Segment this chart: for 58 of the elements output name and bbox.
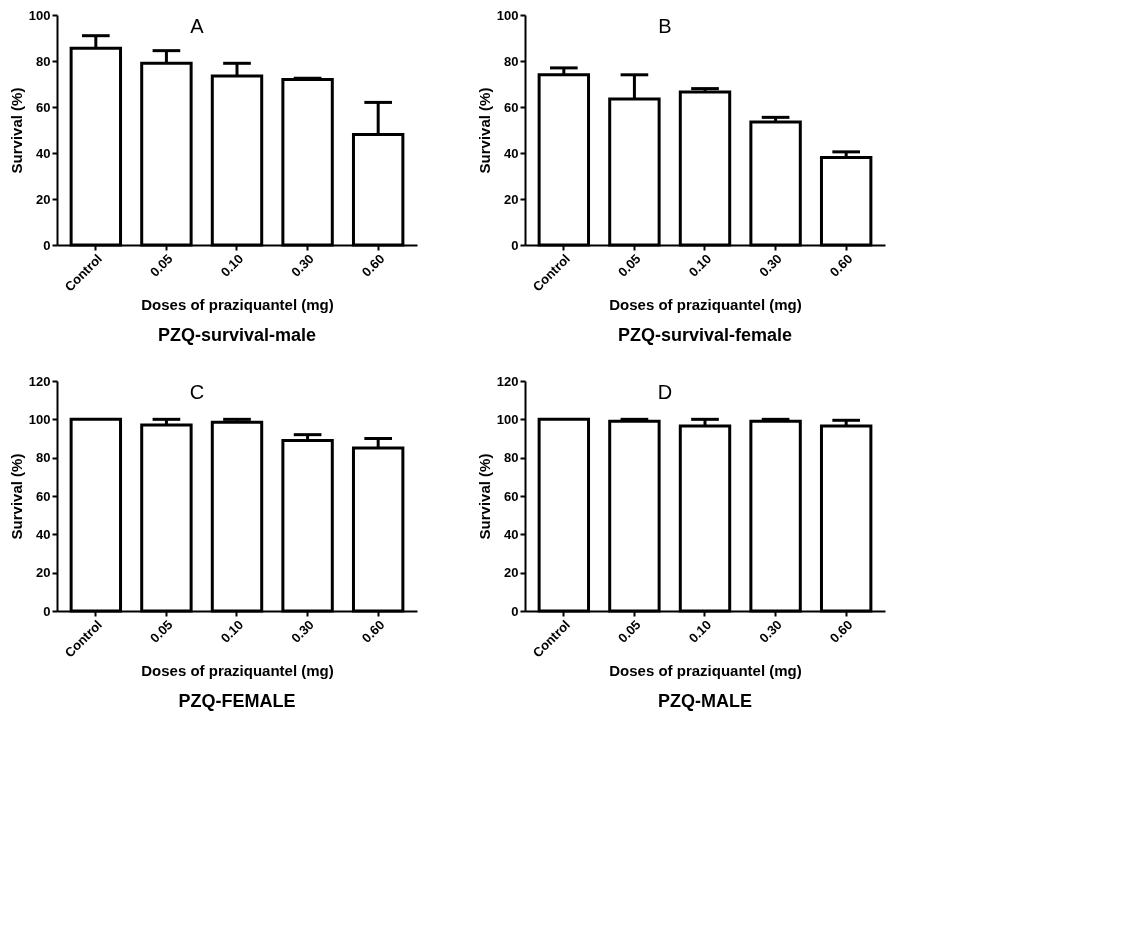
x-tick-label: 0.30 <box>288 617 317 646</box>
x-axis-title: Doses of praziquantel (mg) <box>141 662 334 680</box>
x-tick-label: 0.30 <box>756 617 785 646</box>
y-tick-label: 100 <box>28 411 51 427</box>
y-tick-label: 60 <box>504 488 519 504</box>
y-tick-label: 40 <box>36 526 51 542</box>
y-tick-label: 40 <box>504 526 519 542</box>
y-tick-label: 80 <box>504 450 519 466</box>
x-tick-label: 0.10 <box>217 251 247 280</box>
text: PZQ-survival-female <box>617 324 793 345</box>
y-axis-title: Survival (%) <box>475 87 493 174</box>
text: PZQ-survival-male <box>157 324 317 345</box>
x-tick-label: 0.30 <box>756 251 785 280</box>
y-tick-label: 40 <box>36 145 51 161</box>
y-tick-label: 80 <box>504 53 519 69</box>
y-axis-title: Survival (%) <box>7 453 25 540</box>
y-tick-label: 100 <box>496 7 519 23</box>
y-tick-label: 40 <box>504 145 519 161</box>
annotation: D <box>657 381 673 403</box>
y-tick-label: 0 <box>43 603 51 619</box>
y-tick-label: 60 <box>36 99 51 115</box>
x-tick-label: 0.60 <box>358 617 388 646</box>
x-tick-label: 0.10 <box>217 617 247 646</box>
y-tick-label: 60 <box>504 99 519 115</box>
x-tick-label: 0.60 <box>826 617 856 646</box>
annotation: A <box>190 15 205 37</box>
x-tick-label: 0.10 <box>685 617 715 646</box>
y-tick-label: 0 <box>511 603 519 619</box>
x-tick-label: 0.05 <box>615 251 644 280</box>
x-tick-label: 0.05 <box>147 251 176 280</box>
y-tick-label: 20 <box>504 565 519 581</box>
y-tick-label: 0 <box>43 237 51 253</box>
y-tick-label: 20 <box>504 191 519 207</box>
y-axis-title: Survival (%) <box>7 87 25 174</box>
x-tick-label: 0.05 <box>615 617 644 646</box>
text: PZQ-FEMALE <box>178 690 296 711</box>
annotation: C <box>189 381 205 403</box>
x-tick-label: 0.30 <box>288 251 317 280</box>
y-tick-label: 120 <box>496 373 519 389</box>
text: PZQ-MALE <box>658 690 752 711</box>
y-axis-title: Survival (%) <box>475 453 493 540</box>
x-tick-label: 0.10 <box>685 251 715 280</box>
x-axis-title: Doses of praziquantel (mg) <box>609 296 802 314</box>
y-tick-label: 80 <box>36 450 51 466</box>
annotation: B <box>658 15 672 37</box>
y-tick-label: 20 <box>36 565 51 581</box>
x-tick-label: 0.60 <box>826 251 856 280</box>
x-tick-label: 0.60 <box>358 251 388 280</box>
x-axis-title: Doses of praziquantel (mg) <box>609 662 802 680</box>
y-tick-label: 20 <box>36 191 51 207</box>
y-tick-label: 100 <box>496 411 519 427</box>
y-tick-label: 60 <box>36 488 51 504</box>
y-tick-label: 0 <box>511 237 519 253</box>
x-axis-title: Doses of praziquantel (mg) <box>141 296 334 314</box>
y-tick-label: 80 <box>36 53 51 69</box>
x-tick-label: 0.05 <box>147 617 176 646</box>
y-tick-label: 100 <box>28 7 51 23</box>
y-tick-label: 120 <box>28 373 51 389</box>
